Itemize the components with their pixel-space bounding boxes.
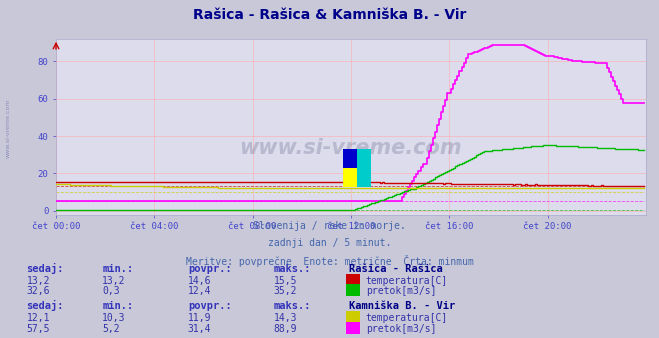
- Bar: [343, 149, 357, 187]
- Text: min.:: min.:: [102, 301, 133, 311]
- Text: 12,4: 12,4: [188, 286, 212, 296]
- Text: pretok[m3/s]: pretok[m3/s]: [366, 286, 436, 296]
- Text: Kamniška B. - Vir: Kamniška B. - Vir: [349, 301, 455, 311]
- Text: maks.:: maks.:: [273, 264, 311, 274]
- Text: 0,3: 0,3: [102, 286, 120, 296]
- Text: zadnji dan / 5 minut.: zadnji dan / 5 minut.: [268, 238, 391, 248]
- Text: 14,6: 14,6: [188, 276, 212, 286]
- Text: 88,9: 88,9: [273, 324, 297, 334]
- Text: povpr.:: povpr.:: [188, 264, 231, 274]
- Text: sedaj:: sedaj:: [26, 263, 64, 274]
- Text: 13,2: 13,2: [102, 276, 126, 286]
- Text: pretok[m3/s]: pretok[m3/s]: [366, 324, 436, 334]
- Text: 5,2: 5,2: [102, 324, 120, 334]
- Text: maks.:: maks.:: [273, 301, 311, 311]
- Text: 13,2: 13,2: [26, 276, 50, 286]
- Text: 15,5: 15,5: [273, 276, 297, 286]
- Text: min.:: min.:: [102, 264, 133, 274]
- Text: temperatura[C]: temperatura[C]: [366, 276, 448, 286]
- Bar: [343, 168, 357, 187]
- Text: 31,4: 31,4: [188, 324, 212, 334]
- Text: www.si-vreme.com: www.si-vreme.com: [5, 99, 11, 158]
- Text: 14,3: 14,3: [273, 313, 297, 323]
- Text: Meritve: povprečne  Enote: metrične  Črta: minmum: Meritve: povprečne Enote: metrične Črta:…: [186, 255, 473, 267]
- Text: sedaj:: sedaj:: [26, 300, 64, 311]
- Text: www.si-vreme.com: www.si-vreme.com: [240, 138, 462, 158]
- Text: Slovenija / reke in morje.: Slovenija / reke in morje.: [253, 221, 406, 232]
- Text: Rašica - Rašica & Kamniška B. - Vir: Rašica - Rašica & Kamniška B. - Vir: [193, 8, 466, 22]
- Text: 57,5: 57,5: [26, 324, 50, 334]
- Text: 12,1: 12,1: [26, 313, 50, 323]
- Bar: [357, 149, 372, 187]
- Text: 10,3: 10,3: [102, 313, 126, 323]
- Text: Rašica - Rašica: Rašica - Rašica: [349, 264, 443, 274]
- Text: temperatura[C]: temperatura[C]: [366, 313, 448, 323]
- Text: povpr.:: povpr.:: [188, 301, 231, 311]
- Text: 32,6: 32,6: [26, 286, 50, 296]
- Text: 35,2: 35,2: [273, 286, 297, 296]
- Text: 11,9: 11,9: [188, 313, 212, 323]
